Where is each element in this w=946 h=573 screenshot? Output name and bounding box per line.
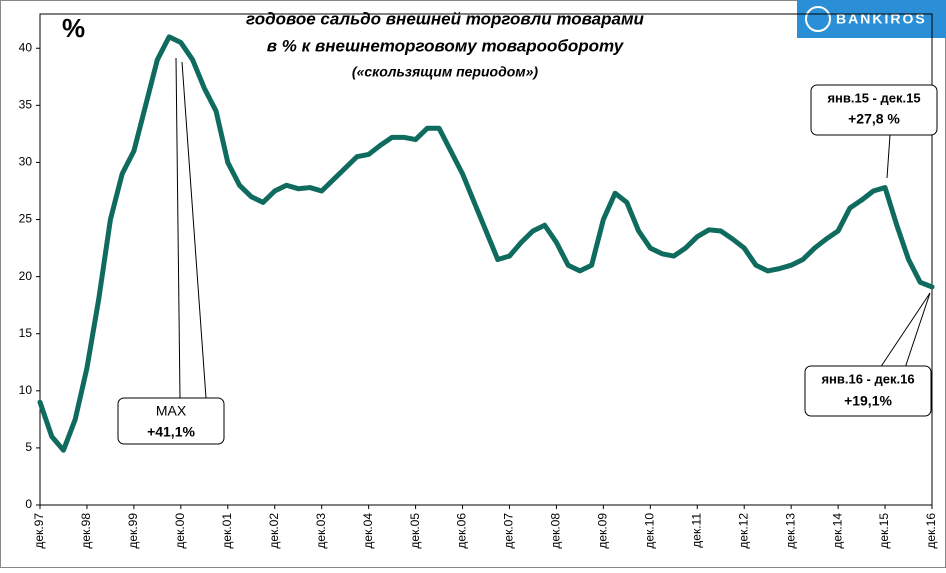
callout-pointer bbox=[879, 292, 931, 369]
x-tick-label: дек.16 bbox=[924, 513, 938, 549]
y-tick-label: 15 bbox=[19, 326, 33, 340]
x-tick-label: дек.11 bbox=[689, 513, 703, 548]
callout-box bbox=[810, 84, 938, 136]
data-line bbox=[37, 34, 935, 453]
y-tick-label: 0 bbox=[25, 497, 32, 511]
x-tick-label: дек.08 bbox=[549, 513, 563, 549]
x-tick-label: дек.03 bbox=[314, 513, 328, 549]
x-tick-label: дек.00 bbox=[173, 513, 187, 549]
callout-label: янв.15 - дек.15 bbox=[827, 90, 920, 105]
x-tick-label: дек.06 bbox=[455, 513, 469, 549]
callout-box bbox=[804, 365, 932, 417]
x-tick-label: дек.01 bbox=[220, 513, 234, 549]
callouts: MAX +41,1% янв.15 - дек.15 +27,8 % янв.1… bbox=[117, 57, 938, 445]
x-tick-label: дек.13 bbox=[783, 513, 797, 549]
callout-pointer bbox=[181, 61, 207, 399]
x-tick-label: дек.04 bbox=[361, 513, 375, 549]
callout-pointer bbox=[175, 57, 181, 399]
x-tick-label: дек.10 bbox=[642, 513, 656, 549]
x-tick-label: дек.09 bbox=[596, 513, 610, 549]
x-tick-label: дек.98 bbox=[79, 513, 93, 549]
callout-value: +41,1% bbox=[147, 424, 195, 440]
y-tick-label: 10 bbox=[19, 383, 33, 397]
y-tick-label: 35 bbox=[19, 98, 33, 112]
plot-area bbox=[39, 13, 933, 506]
x-tick-label: дек.14 bbox=[830, 513, 844, 549]
x-tick-label: дек.02 bbox=[267, 513, 281, 549]
x-tick-label: дек.99 bbox=[126, 513, 140, 549]
callout-pointer bbox=[886, 134, 891, 179]
x-tick-label: дек.97 bbox=[32, 513, 46, 549]
y-tick-label: 40 bbox=[19, 40, 33, 54]
chart-note: («скользящим периодом») bbox=[352, 64, 539, 80]
y-tick-label: 20 bbox=[19, 269, 33, 283]
callout-pointer bbox=[904, 292, 931, 369]
callout-label: MAX bbox=[156, 403, 187, 419]
logo-box bbox=[797, 0, 946, 38]
x-tick-label: дек.07 bbox=[502, 513, 516, 549]
y-tick-label: 5 bbox=[25, 440, 32, 454]
x-tick-label: дек.05 bbox=[408, 513, 422, 549]
chart-subtitle: в % к внешнеторговому товарообороту bbox=[267, 36, 625, 55]
x-tick-label: дек.15 bbox=[877, 513, 891, 549]
y-tick-label: 25 bbox=[19, 212, 33, 226]
callout-label: янв.16 - дек.16 bbox=[821, 371, 914, 386]
y-label: % bbox=[62, 13, 85, 43]
chart-title: годовое сальдо внешней торговли товарами bbox=[246, 9, 645, 28]
logo-icon bbox=[805, 6, 831, 32]
logo-text: BANKIROS bbox=[836, 11, 927, 27]
x-tick-label: дек.12 bbox=[736, 513, 750, 549]
callout-box bbox=[117, 397, 225, 445]
callout-value: +27,8 % bbox=[848, 111, 900, 127]
callout-value: +19,1% bbox=[844, 393, 892, 409]
y-tick-label: 30 bbox=[19, 155, 33, 169]
